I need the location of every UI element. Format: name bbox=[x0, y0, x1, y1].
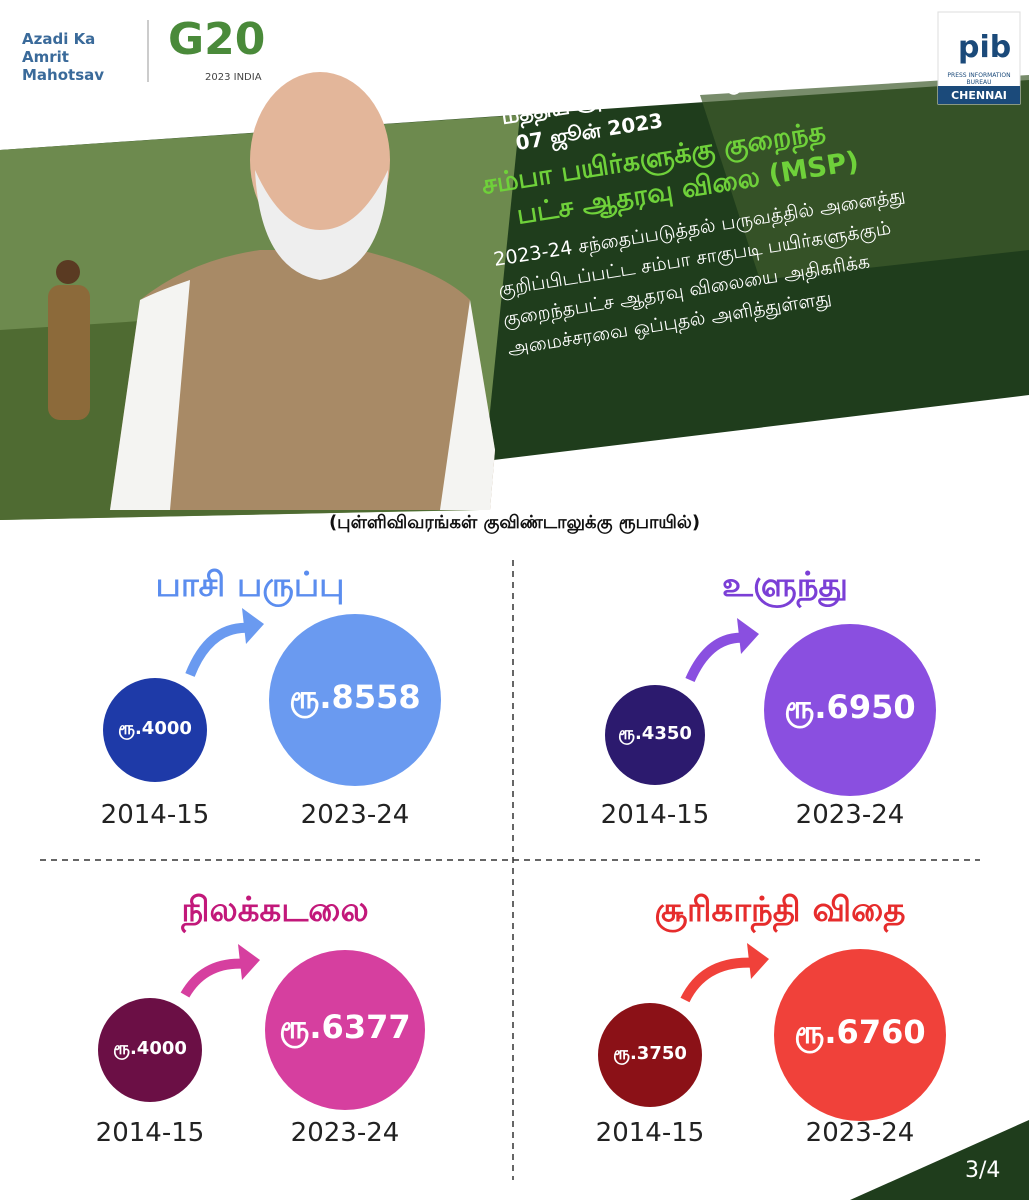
old-year: 2014-15 bbox=[595, 1118, 705, 1148]
new-year: 2023-24 bbox=[290, 1118, 400, 1148]
arrow bbox=[685, 632, 748, 683]
old-circle bbox=[98, 998, 202, 1102]
old-year: 2014-15 bbox=[600, 800, 710, 830]
old-value: ரூ.4000 bbox=[118, 718, 192, 739]
arrow-head bbox=[737, 618, 759, 654]
old-value: ரூ.3750 bbox=[613, 1043, 687, 1064]
portrait-face bbox=[250, 72, 390, 248]
corner-strip bbox=[850, 1120, 1029, 1200]
portrait-shirt bbox=[110, 280, 495, 510]
farmer bbox=[48, 285, 90, 420]
arrow-head bbox=[242, 608, 264, 644]
arrow-head bbox=[238, 944, 260, 980]
farmer-head bbox=[56, 260, 80, 284]
new-year: 2023-24 bbox=[300, 800, 410, 830]
pib-sub: PRESS INFORMATION BUREAU bbox=[947, 72, 1011, 86]
arrow bbox=[180, 958, 249, 998]
pib-band bbox=[938, 86, 1020, 104]
farmer-photo bbox=[700, 75, 1029, 280]
new-circle bbox=[269, 614, 441, 786]
new-year: 2023-24 bbox=[805, 1118, 915, 1148]
old-circle bbox=[103, 678, 207, 782]
new-circle bbox=[265, 950, 425, 1110]
old-circle bbox=[605, 685, 705, 785]
g20-sub: 2023 INDIA bbox=[205, 72, 262, 83]
panel-title: நிலக்கடலை bbox=[181, 890, 369, 930]
old-value: ரூ.4350 bbox=[618, 723, 692, 744]
portrait-beard bbox=[255, 170, 388, 280]
new-value: ரூ.6377 bbox=[279, 1008, 411, 1046]
old-circle bbox=[598, 1003, 702, 1107]
old-year: 2014-15 bbox=[100, 800, 210, 830]
new-value: ரூ.8558 bbox=[289, 678, 421, 716]
new-circle bbox=[764, 624, 936, 796]
arrow bbox=[680, 957, 758, 1003]
pib-city: CHENNAI bbox=[951, 89, 1007, 102]
panel-title: சூரிகாந்தி விதை bbox=[654, 890, 906, 930]
portrait-vest bbox=[110, 250, 495, 510]
arrow-head bbox=[747, 943, 769, 979]
g20-logo: G20 bbox=[168, 14, 266, 65]
old-value: ரூ.4000 bbox=[113, 1038, 187, 1059]
note: (புள்ளிவிவரங்கள் குவிண்டாலுக்கு ரூபாயில்… bbox=[328, 512, 701, 533]
new-year: 2023-24 bbox=[795, 800, 905, 830]
azadi-logo: Azadi Ka Amrit Mahotsav bbox=[22, 30, 105, 84]
arrow bbox=[185, 622, 253, 677]
old-year: 2014-15 bbox=[95, 1118, 205, 1148]
new-value: ரூ.6950 bbox=[784, 688, 916, 726]
new-value: ரூ.6760 bbox=[794, 1013, 926, 1051]
new-circle bbox=[774, 949, 946, 1121]
panel-title: பாசி பருப்பு bbox=[155, 565, 345, 605]
page-number: 3/4 bbox=[965, 1158, 1001, 1183]
pib-logo: pib bbox=[958, 30, 1012, 65]
panel-title: உளுந்து bbox=[721, 565, 848, 605]
